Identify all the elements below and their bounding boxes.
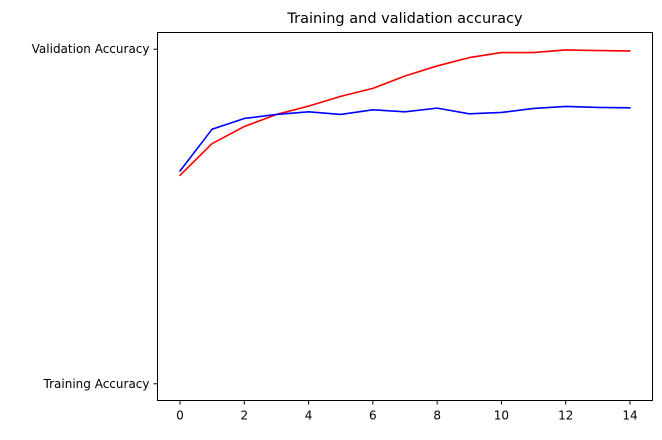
x-tick-label: 8 (433, 409, 441, 423)
y-tick-label: Validation Accuracy (32, 42, 150, 56)
plot-area: 0 2 4 6 8 10 12 14 Training Accuracy Validation A… (32, 42, 638, 422)
x-tick-label: 14 (622, 409, 637, 423)
x-tick-label: 10 (494, 409, 509, 423)
series-line-0 (179, 49, 631, 177)
y-tick-label: Training Accuracy (43, 377, 150, 391)
series-line-1 (179, 105, 631, 172)
x-tick-label: 0 (176, 409, 184, 423)
chart-title: Training and validation accuracy (286, 11, 523, 27)
x-tick-label: 4 (305, 409, 313, 423)
x-tick-label: 2 (240, 409, 248, 423)
x-tick-label: 6 (369, 409, 377, 423)
axes-frame (157, 32, 653, 401)
x-tick-label: 12 (558, 409, 573, 423)
